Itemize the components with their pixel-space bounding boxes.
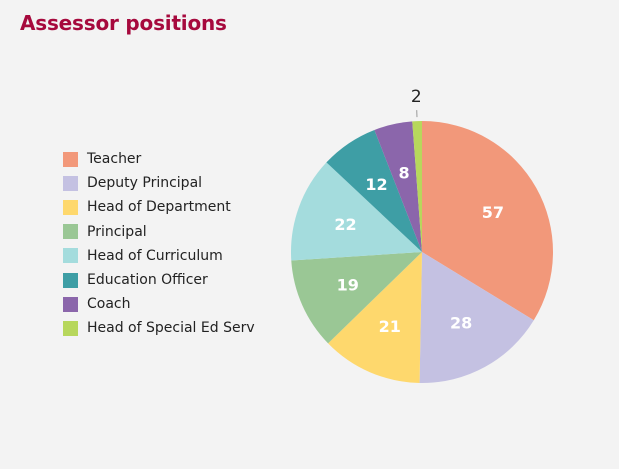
data-label-principal: 19 xyxy=(337,275,359,294)
legend-label: Deputy Principal xyxy=(87,175,203,192)
pie-slice-education-officer xyxy=(326,129,422,252)
pie-slice-head-of-department xyxy=(328,252,422,383)
data-label-education-officer: 12 xyxy=(365,175,387,194)
data-label-coach: 8 xyxy=(398,163,409,182)
legend-label: Head of Curriculum xyxy=(87,247,223,264)
legend-label: Education Officer xyxy=(87,272,208,289)
legend-item-deputy-principal: Deputy Principal xyxy=(63,171,255,195)
legend-item-education-officer: Education Officer xyxy=(63,268,255,292)
legend-label: Coach xyxy=(87,296,131,313)
legend-item-head-of-department: Head of Department xyxy=(63,195,255,219)
legend-swatch xyxy=(63,175,78,191)
data-label-head-of-special-ed-serv: 2 xyxy=(411,87,422,107)
legend-item-head-of-curriculum: Head of Curriculum xyxy=(63,244,255,268)
pie-slice-deputy-principal xyxy=(419,252,534,383)
legend-label: Principal xyxy=(87,223,147,240)
data-label-head-of-curriculum: 22 xyxy=(334,215,356,234)
legend-item-teacher: Teacher xyxy=(63,147,255,171)
legend-swatch xyxy=(63,151,78,167)
pie-slice-head-of-special-ed-serv xyxy=(412,121,422,252)
legend-swatch xyxy=(63,224,78,240)
legend-swatch xyxy=(63,296,78,312)
legend-label: Head of Special Ed Serv xyxy=(87,320,255,337)
legend: Teacher Deputy Principal Head of Departmen… xyxy=(63,147,255,341)
legend-item-coach: Coach xyxy=(63,292,255,316)
legend-swatch xyxy=(63,199,78,215)
legend-label: Teacher xyxy=(87,151,142,168)
pie-slice-coach xyxy=(374,121,422,252)
legend-swatch xyxy=(63,272,78,288)
pie-slice-teacher xyxy=(422,121,553,321)
legend-item-head-of-special-ed-serv: Head of Special Ed Serv xyxy=(63,316,255,340)
data-label-teacher: 57 xyxy=(482,203,504,222)
pie-slice-head-of-curriculum xyxy=(290,162,422,261)
data-label-head-of-department: 21 xyxy=(379,317,401,336)
data-label-deputy-principal: 28 xyxy=(450,314,472,333)
legend-label: Head of Department xyxy=(87,199,231,216)
legend-item-principal: Principal xyxy=(63,220,255,244)
chart-title: Assessor positions xyxy=(20,11,227,35)
legend-swatch xyxy=(63,320,78,336)
legend-swatch xyxy=(63,248,78,264)
pie-slice-principal xyxy=(291,252,422,344)
